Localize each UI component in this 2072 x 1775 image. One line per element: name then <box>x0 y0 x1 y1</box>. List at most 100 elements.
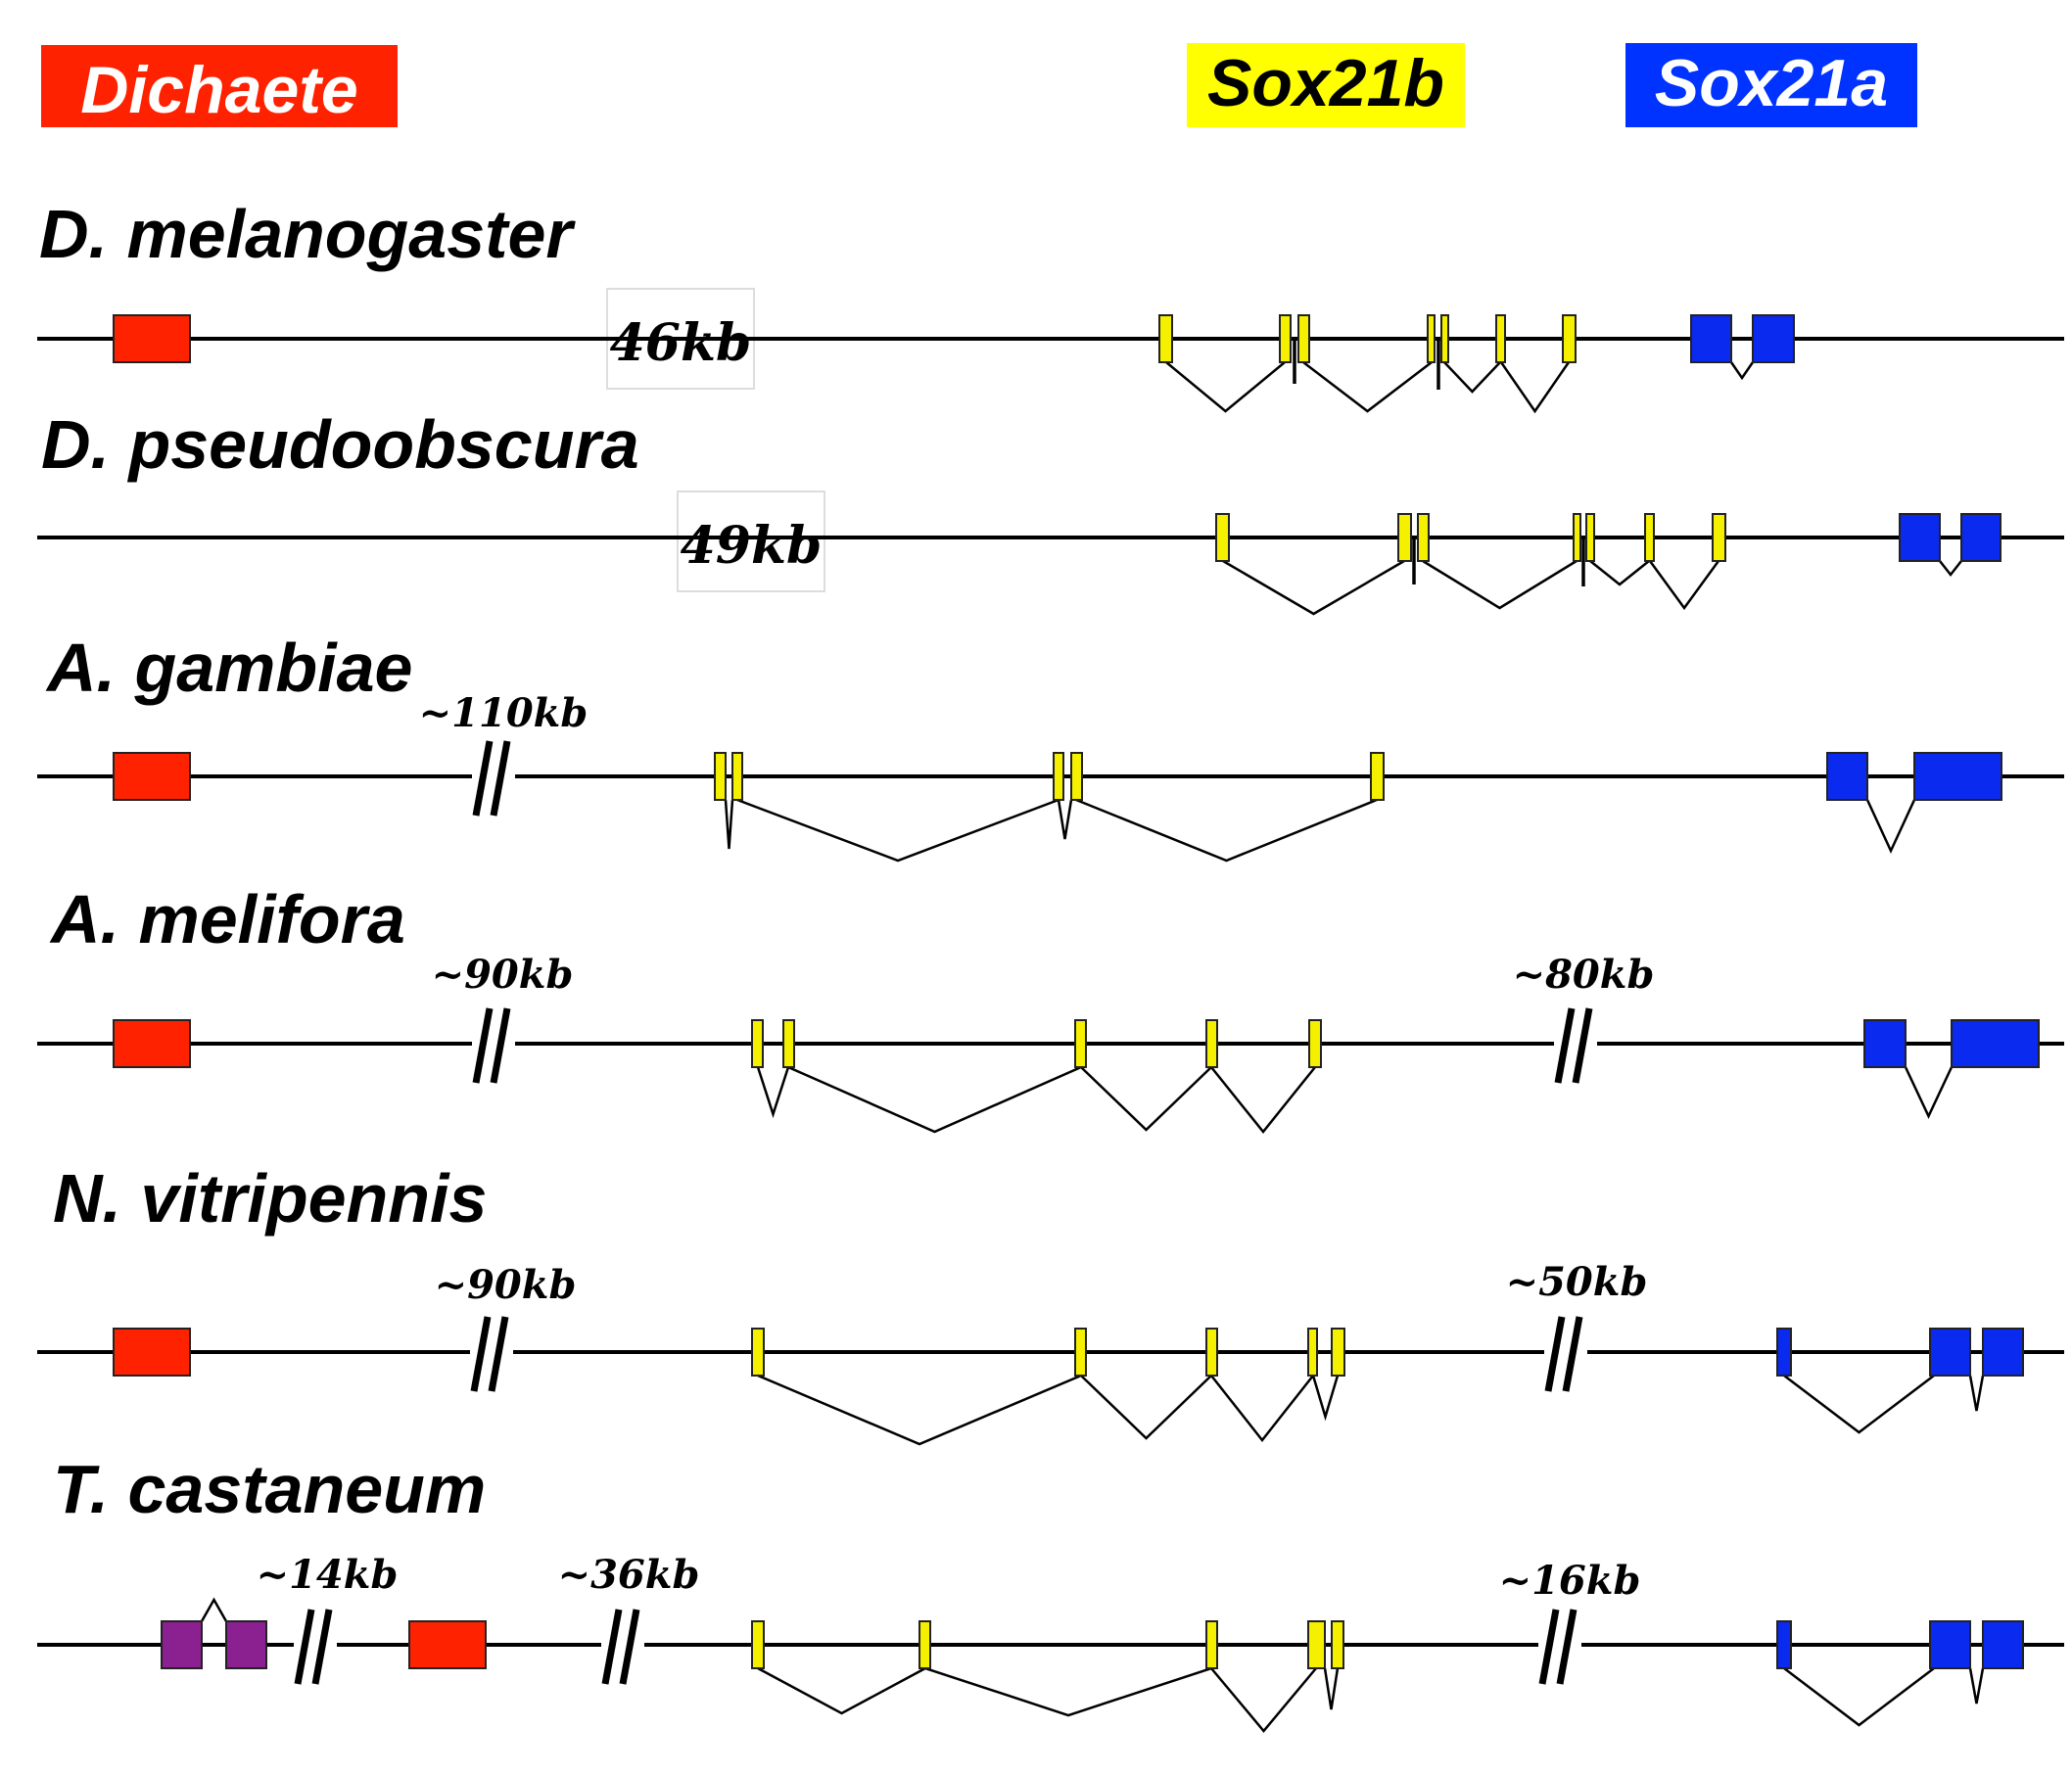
species-label-a-melifora: A. melifora <box>49 881 405 958</box>
break-gap <box>1538 1639 1581 1651</box>
break-slash <box>1562 1316 1583 1392</box>
sox21b-exon <box>1205 1019 1218 1068</box>
break-slash <box>1538 1609 1560 1685</box>
intron-splice <box>1968 1667 1985 1705</box>
sox21a-exon <box>1929 1620 1971 1669</box>
sox21b-exon <box>1279 314 1292 363</box>
intron-splice <box>1865 799 1916 854</box>
intron-splice <box>1968 1375 1985 1412</box>
sox21b-exon <box>1074 1328 1087 1377</box>
intron-splice <box>1783 1375 1935 1434</box>
intron-splice <box>1210 1667 1317 1733</box>
sox21a-exon <box>1913 752 2002 801</box>
intron-splice <box>1443 361 1501 394</box>
intron-splice <box>1648 560 1720 611</box>
break-slash <box>472 1007 494 1084</box>
distance-label-t-castaneum-3: ~16kb <box>1499 1558 1641 1604</box>
intron-splice <box>757 1374 1082 1446</box>
intron-splice <box>787 1065 1082 1134</box>
intron-splice <box>200 1597 228 1622</box>
sox21a-exon <box>1863 1019 1907 1068</box>
intron-splice <box>1323 1667 1340 1710</box>
break-gap <box>294 1639 337 1651</box>
break-slash <box>472 740 494 817</box>
break-slash <box>294 1609 315 1685</box>
sox21b-exon <box>1585 513 1595 562</box>
break-gap <box>470 1346 513 1358</box>
sox21b-exon <box>1397 513 1412 562</box>
sox21b-exon <box>1053 752 1064 801</box>
sox21b-exon <box>1495 314 1506 363</box>
dichaete-exon <box>113 1328 191 1377</box>
distance-box-d-pseudoobscura: 49kb <box>677 490 825 592</box>
intron-splice <box>1939 560 1962 578</box>
sox21a-exon <box>1690 314 1732 363</box>
gene-track <box>37 513 2064 616</box>
intron-splice <box>1783 1667 1935 1727</box>
species-label-a-gambiae: A. gambiae <box>45 630 412 706</box>
break-slash <box>470 1316 492 1392</box>
intron-splice <box>1075 798 1378 863</box>
distance-label-a-gambiae-1: ~110kb <box>419 690 589 736</box>
break-slash <box>601 1609 623 1685</box>
sox21a-exon <box>1776 1328 1792 1377</box>
sox21a-exon <box>1752 314 1795 363</box>
break-gap <box>601 1639 644 1651</box>
sox21b-exon <box>1070 752 1083 801</box>
sox21b-exon <box>1158 314 1173 363</box>
intron-splice <box>736 798 1060 863</box>
gene-track <box>37 1007 2064 1134</box>
break-slash <box>490 740 511 817</box>
intron-splice <box>1057 799 1073 840</box>
intron-splice <box>1080 1375 1212 1440</box>
distance-label-t-castaneum-1: ~14kb <box>257 1552 399 1598</box>
sox21b-exon <box>1370 752 1385 801</box>
sox21b-exon <box>1712 513 1726 562</box>
other-exon <box>225 1620 267 1669</box>
intron-splice <box>1302 361 1433 413</box>
sox21b-exon <box>1215 513 1230 562</box>
break-slash <box>1572 1007 1593 1084</box>
legend-sox21b-label: Sox21b <box>1207 46 1444 120</box>
sox21b-exon <box>1308 1019 1322 1068</box>
distance-label-a-melifora-1: ~90kb <box>432 952 574 998</box>
sox21b-exon <box>1427 314 1436 363</box>
intron-splice <box>1904 1066 1954 1119</box>
sox21b-exon <box>1562 314 1577 363</box>
break-slash <box>488 1316 509 1392</box>
sox21b-exon <box>1573 513 1581 562</box>
intron-splice <box>1499 361 1571 414</box>
break-slash <box>311 1609 333 1685</box>
legend: Dichaete Sox21b Sox21a <box>41 43 1917 127</box>
sox21a-exon <box>1929 1328 1971 1377</box>
sox21b-exon <box>751 1019 764 1068</box>
sox21a-exon <box>1826 752 1868 801</box>
legend-sox21a-label: Sox21a <box>1655 46 1888 120</box>
sox21b-exon <box>1440 314 1449 363</box>
dichaete-exon <box>113 1019 191 1068</box>
sox21a-exon <box>1951 1019 2040 1068</box>
sox21b-exon <box>1417 513 1430 562</box>
intron-splice <box>1080 1066 1212 1132</box>
legend-dichaete-swatch <box>41 45 398 127</box>
sox21b-exon <box>1331 1620 1344 1669</box>
sox21b-exon <box>1205 1620 1218 1669</box>
break-slash <box>490 1007 511 1084</box>
distance-label-a-melifora-2: ~80kb <box>1513 952 1655 998</box>
dichaete-exon <box>113 752 191 801</box>
intron-splice <box>1729 361 1755 381</box>
sox21b-exon <box>1307 1328 1318 1377</box>
legend-sox21b-swatch <box>1187 43 1465 127</box>
dichaete-exon <box>113 314 191 363</box>
intron-splice <box>1589 560 1650 586</box>
sox21b-exon <box>1074 1019 1087 1068</box>
break-slash <box>1544 1316 1566 1392</box>
other-exon <box>161 1620 203 1669</box>
sox21b-exon <box>1307 1620 1326 1669</box>
intron-splice <box>724 799 734 850</box>
sox21b-exon <box>1644 513 1655 562</box>
gene-track <box>37 1316 2064 1446</box>
distance-label-t-castaneum-2: ~36kb <box>558 1552 700 1598</box>
sox21b-exon <box>731 752 743 801</box>
